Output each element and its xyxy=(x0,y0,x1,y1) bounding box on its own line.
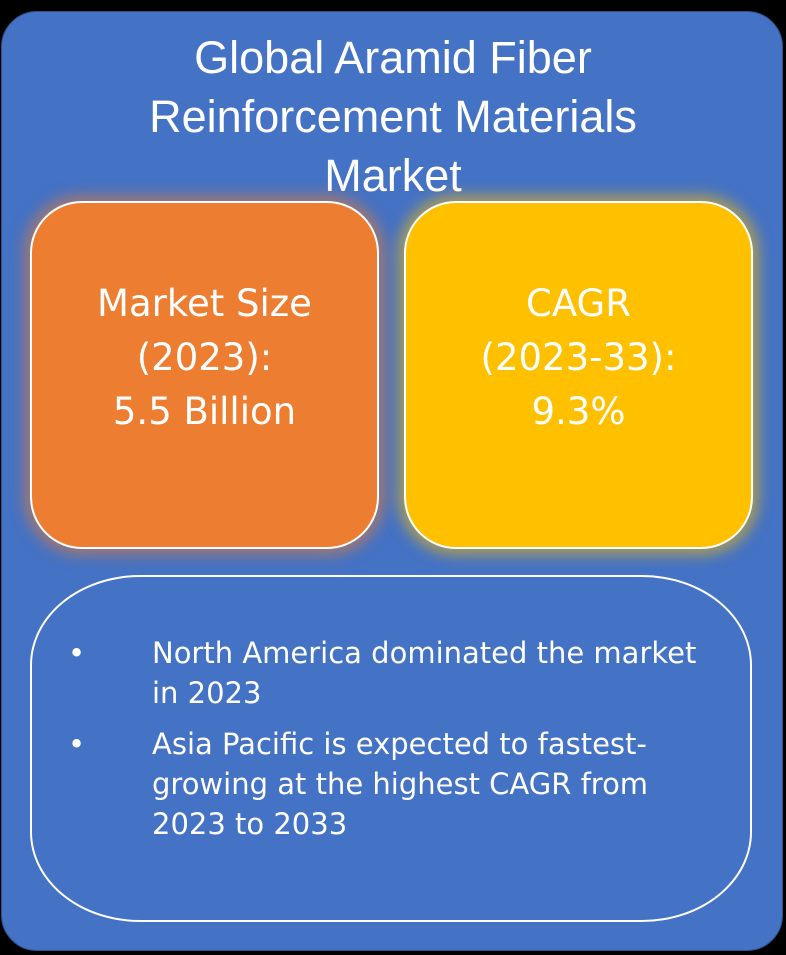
market-size-label: Market Size xyxy=(97,282,312,325)
highlight-item: • North America dominated the market in … xyxy=(62,633,722,713)
title-line-2: Reinforcement Materials xyxy=(149,91,637,142)
cagr-value: 9.3% xyxy=(531,390,626,433)
highlight-text-north-america: North America dominated the market in 20… xyxy=(152,636,697,710)
page-title: Global Aramid Fiber Reinforcement Materi… xyxy=(2,28,784,205)
market-size-box: Market Size (2023): 5.5 Billion xyxy=(30,201,379,549)
cagr-box: CAGR (2023-33): 9.3% xyxy=(404,201,753,549)
bullet-icon: • xyxy=(68,727,86,761)
cagr-period: (2023-33): xyxy=(480,336,677,379)
market-size-value: 5.5 Billion xyxy=(112,390,297,433)
title-line-3: Market xyxy=(324,150,462,201)
highlights-list: • North America dominated the market in … xyxy=(62,633,722,855)
bullet-icon: • xyxy=(68,636,86,670)
cagr-label: CAGR xyxy=(526,282,631,325)
highlight-text-asia-pacific: Asia Pacific is expected to fastest-grow… xyxy=(152,727,649,841)
highlights-box: • North America dominated the market in … xyxy=(30,575,752,922)
market-size-year: (2023): xyxy=(136,336,273,379)
highlight-item: • Asia Pacific is expected to fastest-gr… xyxy=(62,724,722,844)
title-line-1: Global Aramid Fiber xyxy=(194,32,592,83)
